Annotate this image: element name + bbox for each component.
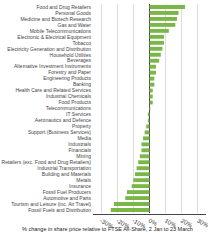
svg-text:-10%: -10%	[131, 217, 147, 230]
svg-text:Electronic & Electrical Equipm: Electronic & Electrical Equipment	[17, 34, 91, 40]
svg-text:Media: Media	[77, 135, 91, 141]
svg-text:20%: 20%	[180, 217, 194, 229]
svg-text:Banking: Banking	[73, 81, 91, 87]
svg-text:% change in share price relati: % change in share price relative to FTSE…	[22, 226, 193, 232]
svg-text:Financials: Financials	[68, 147, 91, 153]
svg-text:-30%: -30%	[99, 217, 115, 230]
svg-text:Health Care and Related Servic: Health Care and Related Services	[15, 87, 91, 93]
svg-text:Building and Materials: Building and Materials	[42, 171, 92, 177]
svg-text:Industrial Transportation: Industrial Transportation	[37, 165, 91, 171]
svg-text:Gas and Water: Gas and Water	[58, 22, 92, 28]
svg-text:Aeronautics and Defence: Aeronautics and Defence	[35, 117, 91, 123]
svg-text:10%: 10%	[164, 217, 178, 229]
svg-text:Fossil Fuel Producers: Fossil Fuel Producers	[43, 189, 92, 195]
svg-text:Alternative Investment Instrum: Alternative Investment Instruments	[14, 63, 91, 69]
svg-text:Personal Goods: Personal Goods	[55, 10, 91, 16]
svg-text:Retailers (exc. Food and Drug: Retailers (exc. Food and Drug Retailers)	[2, 159, 92, 165]
svg-text:Forestry and Paper: Forestry and Paper	[48, 69, 91, 75]
svg-text:Metals: Metals	[76, 177, 91, 183]
svg-text:Mining: Mining	[76, 153, 91, 159]
svg-text:-20%: -20%	[115, 217, 131, 230]
svg-text:Medicine and Biotech Research: Medicine and Biotech Research	[20, 16, 91, 22]
svg-text:Mobile Telecommunications: Mobile Telecommunications	[30, 28, 92, 34]
svg-text:Automotive and Parts: Automotive and Parts	[43, 195, 91, 201]
svg-text:Industrials: Industrials	[68, 141, 91, 147]
svg-text:Engineering Products: Engineering Products	[43, 75, 91, 81]
svg-text:Telecommunications: Telecommunications	[46, 105, 92, 111]
svg-text:30%: 30%	[196, 217, 210, 229]
svg-text:Support (Business Services): Support (Business Services)	[28, 129, 91, 135]
svg-text:Tourism and Leisure (inc. Air: Tourism and Leisure (inc. Air Travel)	[11, 201, 91, 207]
svg-text:Tobacco: Tobacco	[72, 40, 91, 46]
svg-text:IT Services: IT Services	[66, 111, 91, 117]
svg-text:Food Products: Food Products	[58, 99, 91, 105]
svg-text:Industrial Chemicals: Industrial Chemicals	[46, 93, 92, 99]
svg-text:Electricity Generation and Dis: Electricity Generation and Distribution	[7, 46, 91, 52]
svg-text:Food and Drug Retailers: Food and Drug Retailers	[37, 4, 92, 10]
svg-text:Beverages: Beverages	[67, 57, 91, 63]
svg-text:Insurance: Insurance	[69, 183, 91, 189]
svg-text:Fossil Fuels and Distribution: Fossil Fuels and Distribution	[28, 207, 91, 213]
svg-text:Household Utilities: Household Utilities	[50, 52, 92, 58]
svg-text:0%: 0%	[148, 217, 159, 227]
svg-text:Property: Property	[72, 123, 91, 129]
